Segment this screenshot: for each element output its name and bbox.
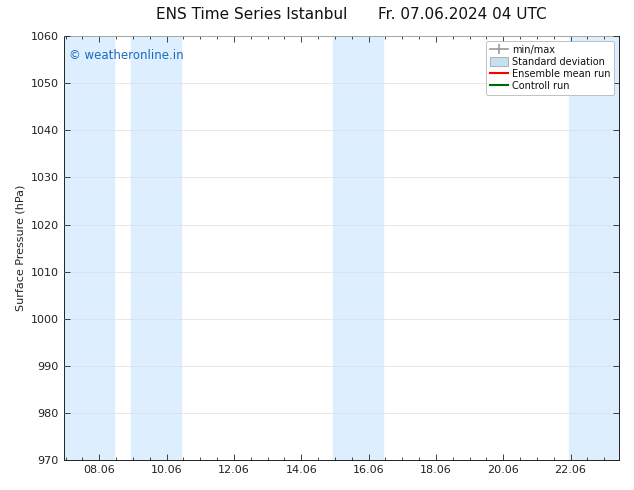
Bar <box>569 36 619 460</box>
Legend: min/max, Standard deviation, Ensemble mean run, Controll run: min/max, Standard deviation, Ensemble me… <box>486 41 614 95</box>
Y-axis label: Surface Pressure (hPa): Surface Pressure (hPa) <box>15 185 25 311</box>
Text: ENS Time Series Istanbul: ENS Time Series Istanbul <box>155 7 347 23</box>
Text: © weatheronline.in: © weatheronline.in <box>69 49 184 62</box>
Bar <box>333 36 384 460</box>
Bar <box>63 36 114 460</box>
Bar <box>131 36 181 460</box>
Text: Fr. 07.06.2024 04 UTC: Fr. 07.06.2024 04 UTC <box>378 7 547 23</box>
